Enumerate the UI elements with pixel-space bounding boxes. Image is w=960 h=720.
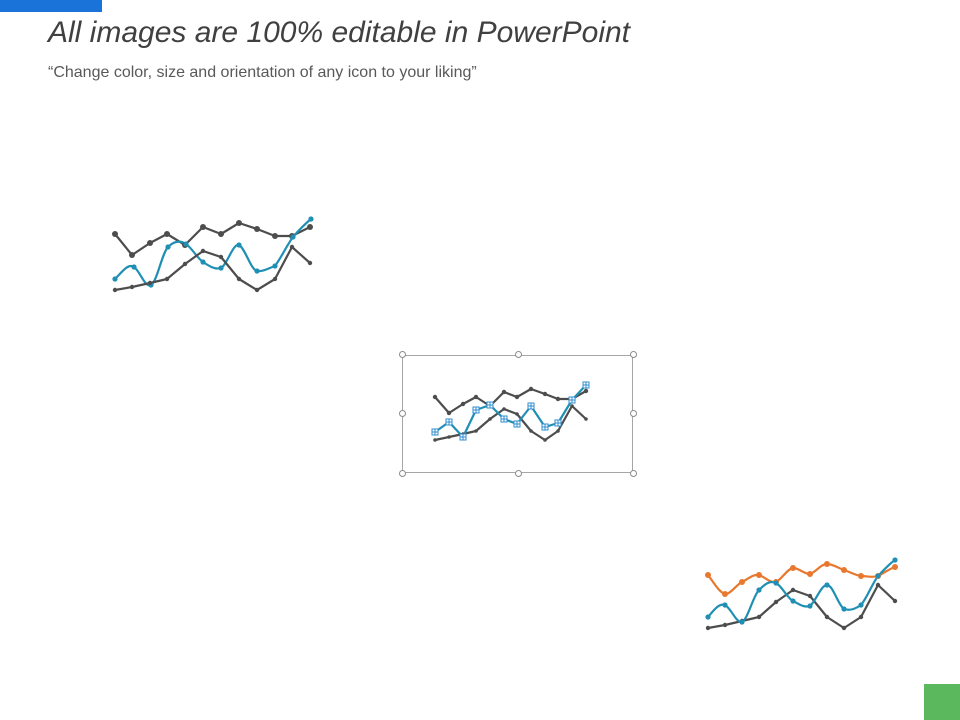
series-top-line xyxy=(433,387,588,415)
edit-point-handles[interactable] xyxy=(431,381,590,441)
line-chart-icon-dark-teal[interactable] xyxy=(112,214,318,294)
slide-title: All images are 100% editable in PowerPoi… xyxy=(48,16,630,49)
resize-handle-bottom-right[interactable] xyxy=(630,470,637,477)
resize-handle-top[interactable] xyxy=(515,351,522,358)
line-chart-icon-orange-teal[interactable] xyxy=(704,555,902,631)
series-bottom-points xyxy=(705,582,898,631)
series-bottom-line xyxy=(113,245,312,292)
series-middle-line xyxy=(113,217,313,287)
series-top-line xyxy=(706,562,897,596)
series-top-line xyxy=(113,221,312,257)
accent-bar xyxy=(0,0,102,12)
resize-handle-top-right[interactable] xyxy=(630,351,637,358)
resize-handle-left[interactable] xyxy=(399,410,406,417)
corner-square xyxy=(924,684,960,720)
resize-handle-bottom-left[interactable] xyxy=(399,470,406,477)
line-chart-icon-selected[interactable] xyxy=(430,380,592,444)
series-bottom-points xyxy=(433,404,588,442)
series-middle-line xyxy=(706,558,897,624)
resize-handle-right[interactable] xyxy=(630,410,637,417)
resize-handle-bottom[interactable] xyxy=(515,470,522,477)
series-middle-points xyxy=(112,216,314,288)
series-top-points xyxy=(112,220,313,258)
series-bottom-line xyxy=(433,404,588,442)
resize-handle-top-left[interactable] xyxy=(399,351,406,358)
series-middle-points xyxy=(705,557,898,625)
slide-subtitle: “Change color, size and orientation of a… xyxy=(48,64,477,81)
series-bottom-points xyxy=(112,244,313,293)
